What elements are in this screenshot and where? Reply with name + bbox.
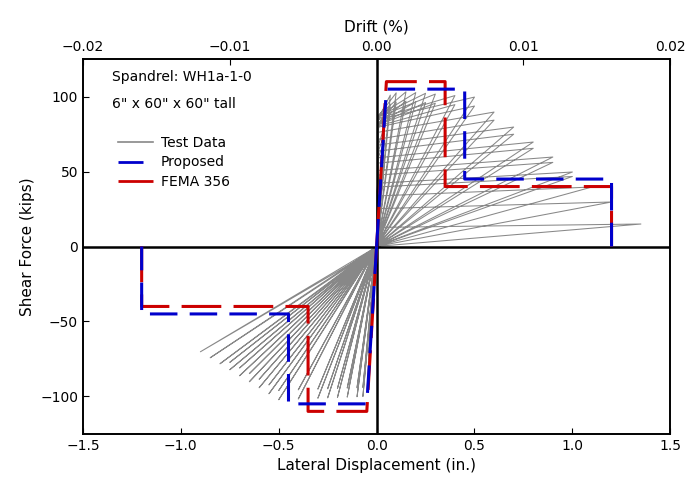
Text: 6" x 60" x 60" tall: 6" x 60" x 60" tall [112, 97, 236, 110]
Y-axis label: Shear Force (kips): Shear Force (kips) [19, 177, 35, 316]
Legend: Test Data, Proposed, FEMA 356: Test Data, Proposed, FEMA 356 [112, 130, 236, 195]
X-axis label: Lateral Displacement (in.): Lateral Displacement (in.) [277, 458, 476, 473]
Text: Spandrel: WH1a-1-0: Spandrel: WH1a-1-0 [112, 70, 252, 84]
X-axis label: Drift (%): Drift (%) [344, 20, 409, 35]
